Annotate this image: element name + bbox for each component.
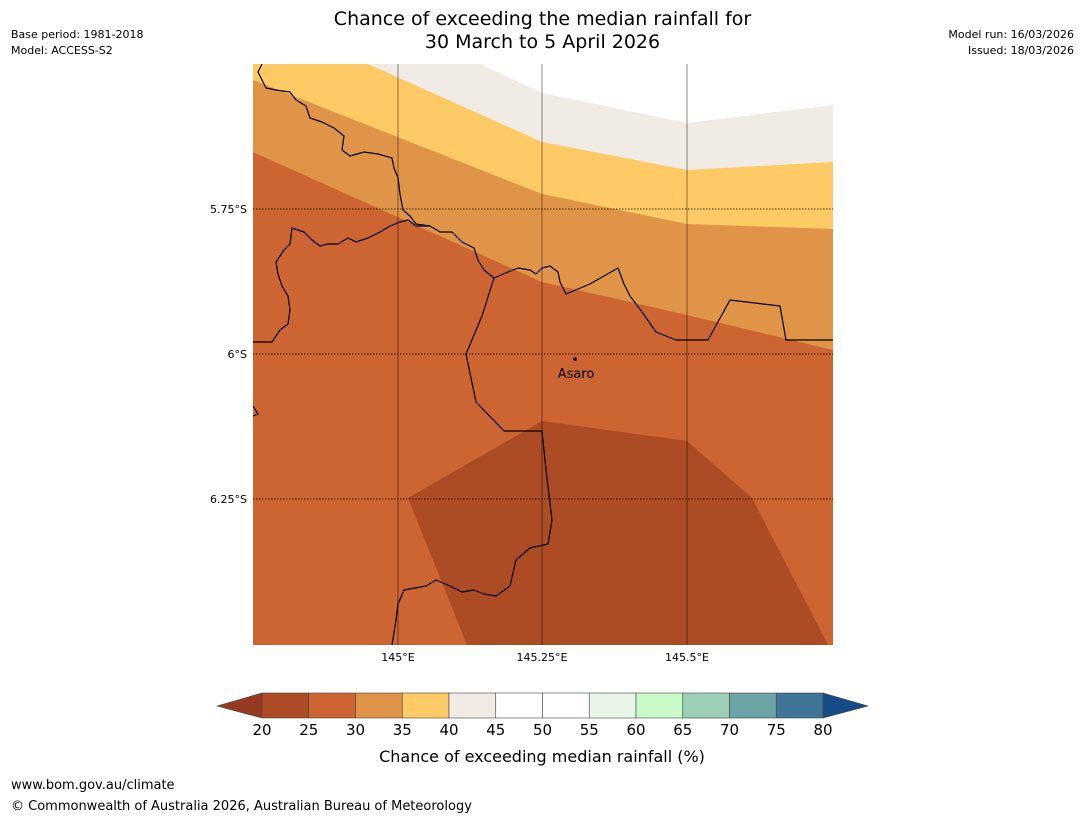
colorbar-over-arrow [822,692,870,719]
title-line-1: Chance of exceeding the median rainfall … [333,8,752,30]
border-west-stub [253,405,259,417]
colorbar-tick-55: 55 [580,721,599,739]
colorbar-cell-70-75 [729,692,777,719]
colorbar-tick-50: 50 [533,721,552,739]
map-title: Chance of exceeding the median rainfall … [0,8,1085,54]
colorbar-cell-40-45 [448,692,497,719]
issued-date: Issued: 18/03/2026 [967,44,1074,57]
colorbar-cell-60-65 [635,692,684,719]
colorbar-cell-55-60 [588,692,637,719]
colorbar-tick-35: 35 [393,721,412,739]
province-borders [253,64,833,645]
map-area: Asaro [253,64,833,645]
model-run: Model run: 16/03/2026 [948,28,1074,41]
asaro-label: Asaro [558,367,595,382]
title-line-2: 30 March to 5 April 2026 [424,31,661,53]
footer-url[interactable]: www.bom.gov.au/climate [11,778,175,793]
longitude-labels: 145°E 145.25°E 145.5°E [381,651,709,664]
run-info: Model run: 16/03/2026 Issued: 18/03/2026 [948,27,1074,59]
asaro-dot [573,357,577,361]
latitude-labels: 5.75°S 6°S 6.25°S [210,203,247,506]
colorbar-tick-40: 40 [439,721,458,739]
colorbar-tick-25: 25 [299,721,318,739]
colorbar-under-arrow [215,692,263,719]
footer-copyright: © Commonwealth of Australia 2026, Austra… [11,799,472,814]
colorbar-tick-60: 60 [626,721,645,739]
colorbar-tick-70: 70 [720,721,739,739]
lat-label-6-25: 6.25°S [210,493,247,506]
lat-label-5-75: 5.75°S [210,203,247,216]
colorbar: 20 25 30 35 40 45 50 55 60 65 70 75 80 Chance of exc… [215,692,870,766]
colorbar-cell-50-55 [542,692,590,719]
border-west-outline [253,219,430,343]
lon-label-145: 145°E [381,651,414,664]
colorbar-cell-20-25 [261,692,310,719]
footer: www.bom.gov.au/climate © Commonwealth of… [11,775,472,817]
lon-label-145-5: 145.5°E [665,651,709,664]
colorbar-tick-45: 45 [486,721,505,739]
border-inner-district [391,277,553,645]
model-info: Base period: 1981-2018 Model: ACCESS-S2 [11,27,143,59]
lat-label-6: 6°S [228,348,247,361]
colorbar-cell-65-70 [682,692,730,719]
colorbar-cell-30-35 [355,692,403,719]
colorbar-cells [261,692,824,719]
colorbar-title: Chance of exceeding median rainfall (%) [379,747,705,766]
colorbar-cell-25-30 [308,692,356,719]
colorbar-tick-20: 20 [252,721,271,739]
lon-label-145-25: 145.25°E [517,651,568,664]
place-marker: Asaro [558,357,595,382]
colorbar-tick-75: 75 [767,721,786,739]
colorbar-tick-30: 30 [346,721,365,739]
colorbar-cell-35-40 [401,692,450,719]
border-north-outline [257,64,833,341]
band-20-25 [408,421,828,645]
model-name: Model: ACCESS-S2 [11,44,113,57]
base-period: Base period: 1981-2018 [11,28,144,41]
colorbar-ticks: 20 25 30 35 40 45 50 55 60 65 70 75 80 [252,721,832,739]
colorbar-tick-80: 80 [813,721,832,739]
colorbar-tick-65: 65 [673,721,692,739]
colorbar-cell-75-80 [775,692,824,719]
colorbar-cell-45-50 [495,692,543,719]
graticule [253,64,833,645]
